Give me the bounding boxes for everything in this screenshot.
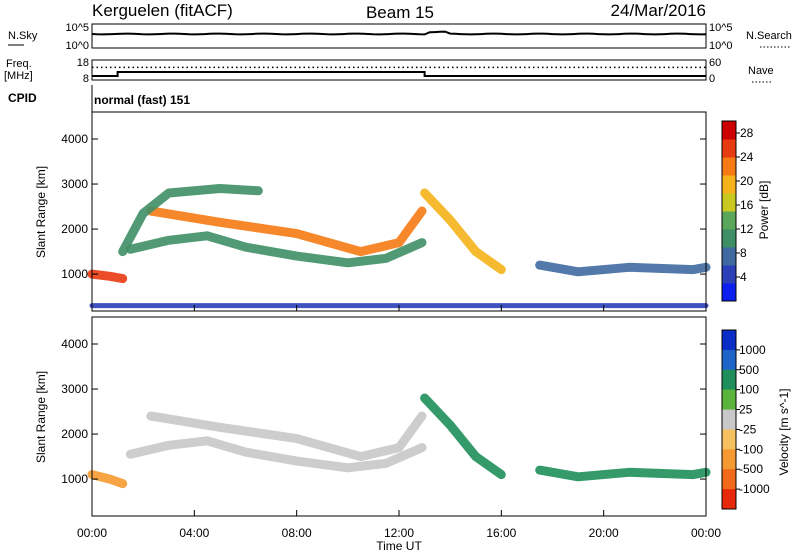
echo-band bbox=[87, 269, 128, 284]
velocity-colorbar-frame bbox=[721, 329, 737, 510]
power-colorbar: 4 8 12 16 20 24 28 bbox=[721, 120, 754, 302]
power-colorbar-label: Power [dB] bbox=[757, 181, 771, 240]
velocity-colorbar-segment bbox=[722, 330, 736, 351]
velocity-colorbar-segment bbox=[722, 429, 736, 450]
date-label: 24/Mar/2016 bbox=[611, 1, 706, 20]
velocity-colorbar-tick-label: -500 bbox=[739, 462, 763, 476]
velocity-colorbar-tick-label: 100 bbox=[739, 383, 759, 397]
power-colorbar-segment bbox=[722, 193, 736, 212]
cpid-label: CPID bbox=[8, 91, 37, 105]
velocity-colorbar-tick-label: -1000 bbox=[739, 482, 770, 496]
y-tick-label: 3000 bbox=[61, 177, 88, 191]
echo-band bbox=[420, 188, 506, 275]
cpid-mode: normal (fast) 151 bbox=[94, 93, 190, 107]
y-tick-label: 2000 bbox=[61, 427, 88, 441]
time-axis: 00:00 04:00 08:00 12:00 16:00 20:00 00:00 bbox=[77, 305, 721, 540]
n-search-label: N.Search bbox=[746, 30, 792, 42]
echo-band bbox=[535, 260, 711, 277]
power-colorbar-tick-label: 8 bbox=[740, 246, 747, 260]
x-axis-label: Time UT bbox=[376, 539, 422, 553]
echo-band bbox=[146, 206, 427, 257]
power-colorbar-segment bbox=[722, 139, 736, 158]
power-colorbar-tick-label: 28 bbox=[740, 126, 754, 140]
freq-label: Freq. bbox=[6, 58, 32, 70]
freq-tick-low: 8 bbox=[83, 73, 89, 85]
beam-label: Beam 15 bbox=[366, 3, 434, 22]
power-colorbar-tick-label: 24 bbox=[740, 150, 754, 164]
noise-tick-high-right: 10^5 bbox=[709, 22, 733, 34]
n-sky-label: N.Sky bbox=[8, 30, 38, 42]
echo-band bbox=[535, 465, 711, 482]
y-tick-label: 1000 bbox=[61, 472, 88, 486]
velocity-colorbar-segment bbox=[722, 389, 736, 411]
power-panel-frame bbox=[91, 111, 707, 312]
velocity-y-axis: 1000 2000 3000 4000 bbox=[61, 337, 706, 486]
power-echoes bbox=[87, 184, 711, 309]
power-colorbar-segment bbox=[722, 247, 736, 266]
noise-tick-low-left: 10^0 bbox=[65, 40, 89, 52]
freq-trace bbox=[92, 71, 706, 77]
nave-tick-low: 0 bbox=[709, 73, 715, 85]
x-tick-label: 16:00 bbox=[486, 526, 516, 540]
velocity-colorbar-tick-label: -100 bbox=[739, 442, 763, 456]
velocity-colorbar-tick-label: 1000 bbox=[739, 343, 766, 357]
noise-tick-high-left: 10^5 bbox=[65, 22, 89, 34]
power-colorbar-segment bbox=[722, 265, 736, 284]
power-colorbar-segment bbox=[722, 229, 736, 248]
velocity-colorbar-tick-label: -25 bbox=[739, 422, 757, 436]
x-tick-label: 00:00 bbox=[77, 526, 107, 540]
power-colorbar-frame bbox=[721, 120, 737, 302]
nave-label: Nave bbox=[748, 65, 774, 77]
freq-panel bbox=[91, 59, 707, 81]
freq-tick-high: 18 bbox=[77, 57, 89, 69]
power-y-axis: 1000 2000 3000 4000 bbox=[61, 132, 706, 281]
velocity-colorbar-segment bbox=[722, 369, 736, 391]
velocity-colorbar-segment bbox=[722, 469, 736, 490]
power-colorbar-tick-label: 4 bbox=[740, 270, 747, 284]
x-tick-label: 20:00 bbox=[589, 526, 619, 540]
power-colorbar-segment bbox=[722, 211, 736, 230]
velocity-colorbar-tick-label: 500 bbox=[739, 363, 759, 377]
power-y-label: Slant Range [km] bbox=[34, 166, 48, 258]
x-tick-label: 12:00 bbox=[384, 526, 414, 540]
echo-band bbox=[87, 470, 128, 489]
y-tick-label: 3000 bbox=[61, 382, 88, 396]
echo-band bbox=[125, 231, 427, 268]
noise-tick-low-right: 10^0 bbox=[709, 40, 733, 52]
velocity-y-label: Slant Range [km] bbox=[34, 371, 48, 463]
power-colorbar-tick-label: 16 bbox=[740, 198, 754, 212]
velocity-colorbar: 1000 500 100 25 -25 -100 -500 -1000 bbox=[721, 329, 770, 510]
echo-band bbox=[125, 436, 427, 473]
power-colorbar-segment bbox=[722, 283, 736, 302]
power-colorbar-tick-label: 12 bbox=[740, 222, 754, 236]
noise-panel bbox=[91, 23, 707, 49]
power-colorbar-segment bbox=[722, 121, 736, 140]
velocity-colorbar-segment bbox=[722, 449, 736, 470]
nave-tick-high: 60 bbox=[709, 57, 721, 69]
freq-unit-label: [MHz] bbox=[4, 70, 33, 82]
noise-trace bbox=[91, 30, 707, 36]
velocity-colorbar-segment bbox=[722, 409, 736, 430]
power-colorbar-segment bbox=[722, 175, 736, 194]
x-tick-label: 00:00 bbox=[691, 526, 721, 540]
velocity-colorbar-label: Velocity [m s^-1] bbox=[777, 389, 791, 476]
echo-band bbox=[146, 411, 427, 462]
velocity-panel-frame bbox=[91, 316, 707, 517]
velocity-colorbar-tick-label: 25 bbox=[739, 403, 753, 417]
y-tick-label: 4000 bbox=[61, 132, 88, 146]
power-colorbar-segment bbox=[722, 157, 736, 176]
echo-band bbox=[420, 393, 506, 480]
velocity-colorbar-segment bbox=[722, 489, 736, 510]
y-tick-label: 1000 bbox=[61, 267, 88, 281]
x-tick-label: 04:00 bbox=[179, 526, 209, 540]
echo-band bbox=[118, 184, 263, 257]
station-title: Kerguelen (fitACF) bbox=[92, 1, 233, 20]
y-tick-label: 2000 bbox=[61, 222, 88, 236]
velocity-echoes bbox=[87, 393, 711, 489]
y-tick-label: 4000 bbox=[61, 337, 88, 351]
velocity-colorbar-segment bbox=[722, 349, 736, 371]
x-tick-label: 08:00 bbox=[282, 526, 312, 540]
power-colorbar-tick-label: 20 bbox=[740, 174, 754, 188]
